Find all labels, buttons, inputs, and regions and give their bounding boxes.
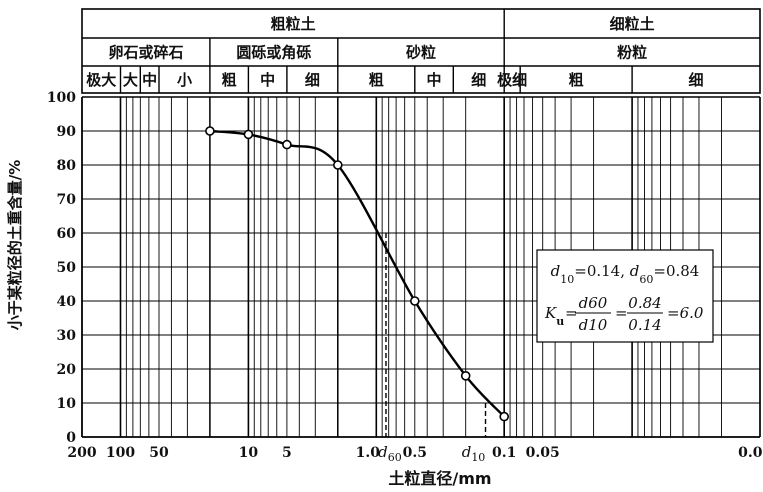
x-tick-label: 1.0 [356, 445, 381, 461]
header-label: 小 [177, 71, 192, 89]
x-tick-label: 5 [282, 445, 292, 461]
header-label: 粗粒土 [271, 15, 316, 33]
data-point [460, 370, 471, 381]
x-tick-label: 0.05 [526, 445, 560, 461]
header-label: 中 [427, 71, 442, 89]
equals-sign: = [565, 304, 578, 322]
diameter-values: d10=0.14, d60=0.84 [551, 262, 700, 286]
y-tick-label: 10 [57, 396, 77, 412]
data-point [499, 411, 510, 422]
grading-curve [205, 126, 510, 422]
y-tick-label: 70 [57, 192, 77, 208]
x-tick-label: 50 [149, 445, 169, 461]
header-label: 粗 [369, 71, 384, 89]
y-tick-label: 50 [57, 260, 77, 276]
header-label: 中 [142, 71, 157, 89]
y-tick-label: 20 [57, 362, 77, 378]
header-label: 极大 [86, 71, 116, 89]
x-tick-label: 0.001 [738, 445, 763, 461]
fraction-d-numerator: d60 [579, 294, 608, 312]
d10-label: d10 [462, 443, 486, 464]
data-point [410, 296, 420, 306]
ku-result: =6.0 [667, 304, 704, 322]
y-tick-label: 100 [47, 90, 76, 106]
y-axis-title: 小于某粒径的土重含量/% [6, 160, 24, 331]
header-label: 细 [471, 71, 486, 89]
y-tick-label: 0 [66, 430, 76, 446]
x-axis-title: 土粒直径/mm [388, 469, 491, 488]
classification-labels: 粗粒土 细粒土卵石或碎石 圆砾或角砾 砂粒 粉粒极大大中小粗中细粗中细极细粗细 [86, 15, 703, 89]
y-tick-label: 90 [57, 124, 77, 140]
header-label: 圆砾或角砾 [236, 44, 311, 62]
header-frame [81, 8, 761, 94]
data-point [205, 126, 215, 136]
header-label: 粗 [569, 71, 584, 89]
x-tick-label: 100 [106, 445, 135, 461]
fraction-values-denominator: 0.14 [628, 316, 661, 334]
coefficient-box-frame [536, 249, 714, 343]
header-label: 粗 [222, 71, 237, 89]
equals-sign: = [615, 304, 628, 322]
d60-label: d60 [378, 443, 402, 464]
data-point [332, 160, 343, 170]
y-tick-label: 60 [57, 226, 77, 242]
y-tick-label: 80 [57, 158, 77, 174]
x-tick-label: 10 [239, 445, 259, 461]
y-tick-label: 30 [57, 328, 77, 344]
data-point [282, 139, 292, 150]
header-label: 卵石或碎石 [108, 44, 183, 62]
x-tick-label: 0.5 [403, 445, 427, 461]
fraction-values-numerator: 0.84 [628, 294, 661, 312]
classification-header [81, 8, 761, 94]
data-point [243, 129, 254, 140]
header-label: 极细 [497, 71, 527, 89]
header-label: 砂粒 [406, 44, 436, 62]
header-label: 细粒土 [610, 15, 655, 33]
fraction-d-denominator: d10 [579, 316, 608, 334]
axis-labels: 0 10 20 30 40 50 60 70 80 90 100 200 100 50 10 5 0.5 0.1 0… [47, 90, 763, 461]
header-label: 细 [305, 71, 320, 89]
y-tick-label: 40 [57, 294, 77, 310]
header-label: 中 [260, 71, 275, 89]
header-label: 细 [689, 71, 704, 89]
fraction-values: 0.84 0.14 [627, 294, 663, 334]
x-tick-label: 200 [67, 445, 96, 461]
header-label: 粉粒 [617, 44, 647, 62]
x-tick-label: 0.1 [492, 445, 516, 461]
characteristic-diameters: d60 d10 [378, 233, 487, 464]
header-label: 大 [123, 71, 138, 89]
ku-symbol: Ku [544, 304, 564, 328]
